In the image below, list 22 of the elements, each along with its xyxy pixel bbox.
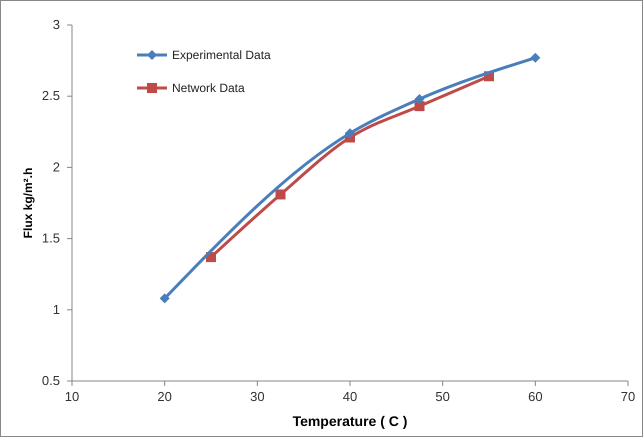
y-tick-label: 3	[52, 17, 60, 32]
point	[345, 128, 355, 138]
y-tick-label: 0.5	[42, 373, 60, 388]
x-tick-label: 60	[528, 389, 543, 404]
y-tick-label: 1	[52, 302, 60, 317]
point	[530, 52, 540, 63]
x-axis-title: Temperature ( C )	[292, 413, 408, 429]
x-tick-label: 40	[342, 389, 358, 404]
point	[276, 189, 286, 200]
y-tick-label: 1.5	[42, 230, 60, 246]
legend-label: Network Data	[172, 81, 246, 95]
y-tick-label: 2	[52, 159, 60, 174]
x-tick-label: 30	[250, 389, 265, 404]
point	[160, 293, 170, 304]
y-tick-label: 2.5	[42, 88, 60, 104]
point	[414, 94, 424, 104]
x-tick-label: 70	[620, 389, 636, 404]
x-tick-label: 50	[435, 389, 450, 404]
y-axis-title: Flux kg/m².h	[21, 168, 35, 238]
x-tick-label: 20	[157, 389, 172, 404]
x-tick-label: 10	[64, 389, 80, 404]
legend-label: Experimental Data	[172, 48, 272, 62]
